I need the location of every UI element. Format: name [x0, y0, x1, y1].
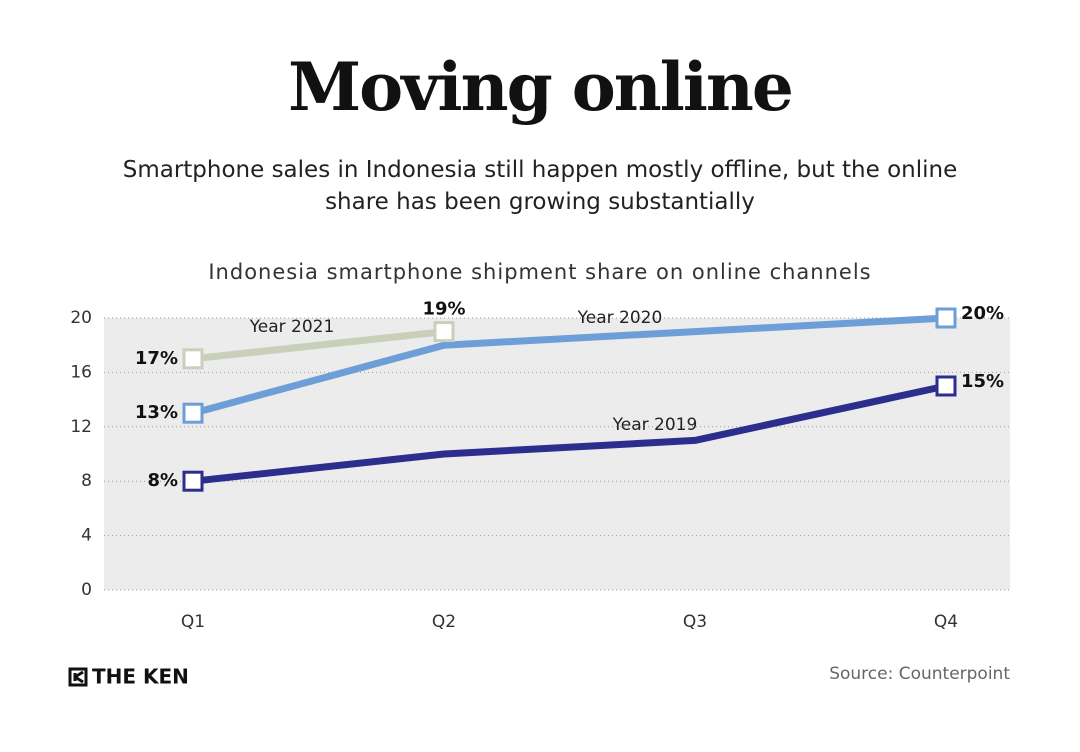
brand-logo — [68, 667, 88, 687]
series-line — [192, 314, 947, 417]
marker — [433, 321, 455, 343]
y-tick-label: 20 — [70, 308, 92, 328]
marker — [935, 307, 957, 329]
brand: THE KEN — [92, 665, 189, 689]
marker — [182, 348, 204, 370]
series-name: Year 2021 — [249, 317, 335, 337]
x-tick-label: Q2 — [432, 612, 456, 632]
y-tick-label: 0 — [81, 580, 92, 600]
x-tick-label: Q3 — [683, 612, 707, 632]
title: Moving online — [288, 48, 794, 126]
data-label: 8% — [147, 470, 178, 491]
y-tick-label: 12 — [70, 417, 92, 437]
data-label: 17% — [135, 348, 178, 369]
y-tick-label: 16 — [70, 362, 92, 382]
chart-title: Indonesia smartphone shipment share on o… — [208, 260, 871, 284]
series-line — [192, 328, 445, 363]
series-line — [192, 382, 947, 485]
source: Source: Counterpoint — [829, 664, 1010, 684]
marker — [182, 470, 204, 492]
y-tick-label: 4 — [81, 526, 92, 546]
y-tick-label: 8 — [81, 471, 92, 491]
data-label: 19% — [422, 299, 465, 320]
x-tick-label: Q4 — [934, 612, 958, 632]
marker — [935, 375, 957, 397]
series-name: Year 2019 — [612, 415, 698, 435]
data-label: 20% — [961, 303, 1004, 324]
data-label: 13% — [135, 402, 178, 423]
marker — [182, 402, 204, 424]
series-name: Year 2020 — [577, 308, 663, 328]
subtitle: Smartphone sales in Indonesia still happ… — [122, 157, 958, 215]
data-label: 15% — [961, 371, 1004, 392]
x-tick-label: Q1 — [181, 612, 205, 632]
plot-area — [104, 318, 1010, 590]
